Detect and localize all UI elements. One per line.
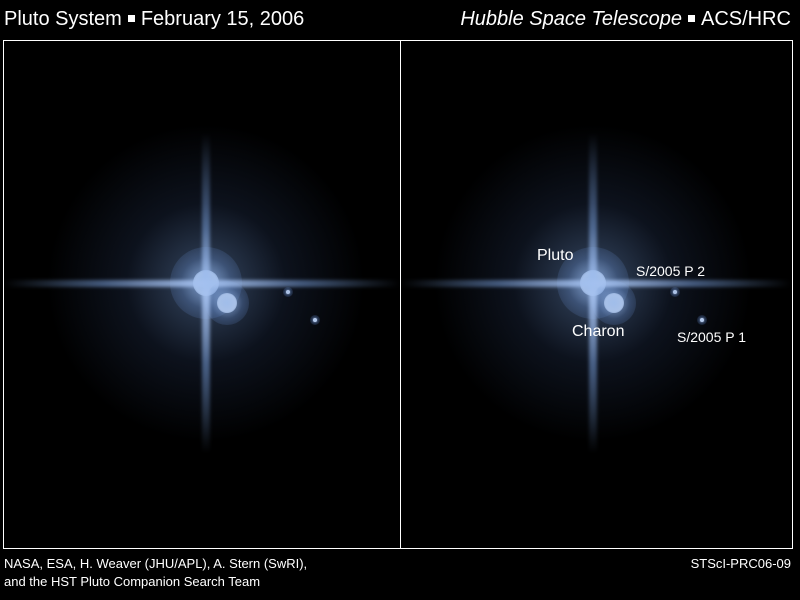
credit-line-2: and the HST Pluto Companion Search Team: [4, 574, 261, 589]
label-s2005-p1: S/2005 P 1: [677, 329, 747, 345]
date: February 15, 2006: [140, 8, 305, 30]
label-pluto: Pluto: [537, 247, 574, 264]
header-right: Hubble Space Telescope ACS/HRC: [460, 7, 791, 31]
bullet-square-icon: [127, 14, 135, 22]
moon-p2-glow: [670, 287, 680, 297]
spike-vertical: [202, 133, 210, 453]
moon-p1-glow: [697, 315, 707, 325]
halo: [433, 123, 753, 443]
credits: NASA, ESA, H. Weaver (JHU/APL), A. Stern…: [4, 555, 307, 591]
spike-vertical: [589, 133, 597, 453]
moon-p2-glow: [283, 287, 293, 297]
panel-divider: [400, 40, 401, 549]
header-left: Pluto System February 15, 2006: [4, 7, 304, 31]
bullet-square-icon: [687, 14, 695, 22]
spike-horizontal: [401, 280, 791, 287]
title: Pluto System: [4, 8, 122, 30]
release-id: STScI-PRC06-09: [690, 556, 791, 571]
panel-unlabeled: [4, 41, 400, 548]
label-s2005-p2: S/2005 P 2: [636, 263, 706, 279]
halo: [46, 123, 366, 443]
panel-labeled: Pluto Charon S/2005 P 2 S/2005 P 1: [401, 41, 791, 548]
spike-horizontal: [4, 280, 400, 287]
label-charon: Charon: [572, 323, 625, 340]
charon-glow: [205, 281, 249, 325]
telescope-name: Hubble Space Telescope: [460, 8, 682, 30]
camera-name: ACS/HRC: [700, 8, 791, 30]
charon-glow: [592, 281, 636, 325]
moon-p1-glow: [310, 315, 320, 325]
image-frame: [3, 40, 793, 549]
credit-line-1: NASA, ESA, H. Weaver (JHU/APL), A. Stern…: [4, 556, 308, 571]
